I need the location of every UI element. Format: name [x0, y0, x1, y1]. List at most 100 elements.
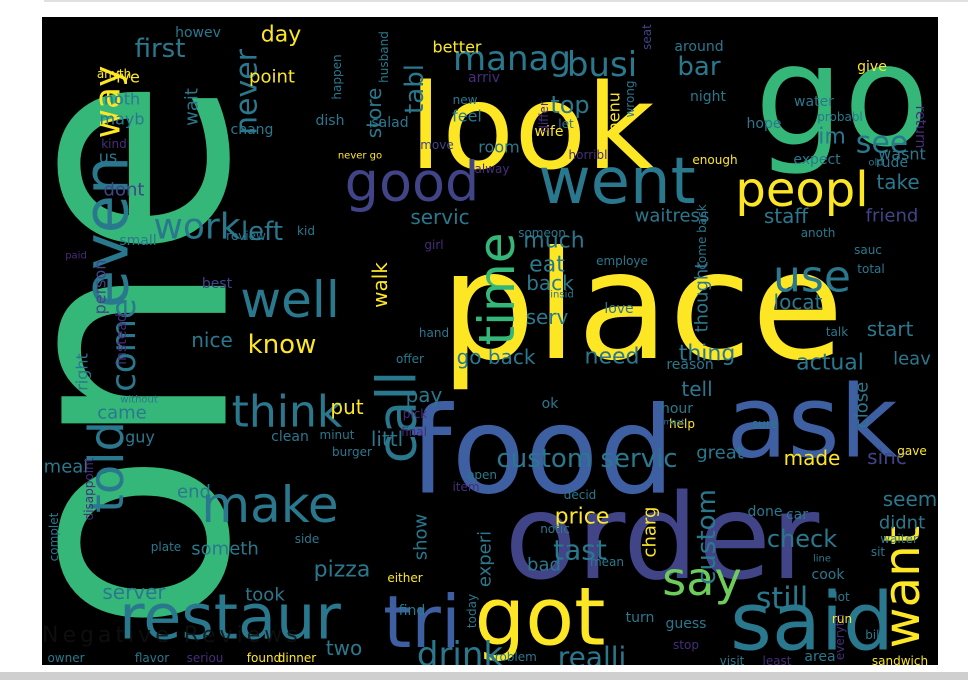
- word-probabl: probabl: [817, 110, 863, 124]
- word-tri: tri: [383, 580, 461, 664]
- word-open: open: [467, 468, 497, 482]
- word-someth: someth: [191, 539, 258, 560]
- word-wait: wait: [182, 88, 203, 126]
- word-littl: littl: [371, 427, 403, 451]
- word-go: go: [755, 17, 930, 179]
- word-restaur: restaur: [119, 581, 341, 654]
- word-item: item: [452, 480, 479, 494]
- word-horribl: horribl: [569, 148, 608, 162]
- word-make: make: [201, 476, 338, 534]
- word-never: never: [230, 48, 265, 135]
- word-check: check: [767, 525, 837, 553]
- word-meal: meal: [44, 457, 89, 478]
- word-way: way: [88, 66, 129, 139]
- word-run: run: [832, 612, 852, 626]
- word-offer: offer: [396, 352, 424, 366]
- word-arriv: arriv: [468, 70, 500, 86]
- word-burger: burger: [332, 445, 372, 459]
- word-rude: rude: [876, 155, 908, 171]
- word-said: said: [730, 576, 894, 666]
- word-dish: dish: [316, 113, 345, 129]
- word-bad: bad: [527, 555, 561, 576]
- word-guess: guess: [666, 616, 707, 632]
- word-complet: complet: [47, 512, 61, 561]
- word-food: food: [409, 383, 674, 522]
- word-right: right: [73, 353, 92, 391]
- word-day: day: [261, 23, 301, 48]
- word-small: small: [119, 233, 156, 249]
- word-talk: talk: [826, 325, 848, 339]
- word-tabl: tabl: [400, 64, 430, 114]
- word-least: least: [762, 654, 791, 665]
- word-line: line: [813, 554, 831, 565]
- word-servic: servic: [410, 205, 469, 229]
- word-use: use: [773, 252, 851, 303]
- word-thing: thing: [679, 342, 736, 367]
- word-howev: howev: [175, 25, 221, 41]
- word-one: one: [42, 76, 297, 634]
- word-seat: seat: [640, 24, 654, 50]
- word-store: store: [362, 88, 386, 139]
- word-bill: bill: [865, 628, 883, 642]
- word-expect: expect: [793, 152, 841, 168]
- word-sinc: sinc: [867, 445, 907, 469]
- word-mayb: mayb: [99, 110, 144, 129]
- word-gave: gave: [897, 444, 926, 458]
- word-custom: custom: [692, 489, 722, 585]
- word-car: car: [786, 507, 808, 523]
- word-waiter: waiter: [880, 532, 918, 546]
- word-water: water: [794, 94, 834, 110]
- word-chang: chang: [231, 122, 274, 138]
- word-anyth: anyth: [97, 67, 131, 81]
- word-mean: mean: [590, 555, 624, 569]
- word-pay: pay: [406, 383, 443, 407]
- word-let: let: [558, 117, 574, 131]
- word-best: best: [202, 276, 233, 292]
- word-friend: friend: [866, 206, 919, 227]
- word-need: need: [585, 345, 640, 370]
- word-new: new: [453, 93, 478, 107]
- word-come-back: come back: [695, 204, 709, 269]
- word-got: got: [474, 571, 605, 664]
- word-close: close: [852, 382, 873, 428]
- word-find: find: [399, 603, 426, 619]
- word-came: came: [97, 403, 147, 424]
- word-room: room: [478, 138, 519, 157]
- word-old: old: [868, 158, 883, 169]
- word-wrong: wrong: [623, 80, 637, 117]
- word-walk: walk: [368, 262, 392, 308]
- word-flavor: flavor: [135, 651, 169, 665]
- word-feel: feel: [452, 107, 482, 126]
- word-staff: staff: [764, 204, 810, 228]
- word-better: better: [433, 38, 482, 57]
- word-order: order: [505, 468, 820, 606]
- word-seriou: seriou: [187, 651, 224, 665]
- word-didnt: didnt: [879, 513, 925, 534]
- word-put: put: [330, 395, 363, 419]
- word-reason: reason: [666, 357, 713, 373]
- word-kid: kid: [297, 224, 315, 238]
- word-turn: turn: [626, 610, 655, 626]
- word-well: well: [240, 271, 339, 329]
- word-side: side: [295, 532, 320, 546]
- word-paid: paid: [65, 251, 87, 262]
- word-ok: ok: [542, 396, 560, 412]
- word-point: point: [249, 67, 295, 88]
- word-think: think: [232, 387, 343, 438]
- word-hand: hand: [419, 326, 449, 340]
- word-great: great: [696, 443, 744, 464]
- word-drink: drink: [417, 635, 504, 665]
- word-hope: hope: [747, 116, 782, 132]
- word-still: still: [756, 582, 808, 617]
- word-wife: wife: [535, 124, 564, 140]
- word-salad: salad: [371, 115, 408, 131]
- word-found: found: [247, 651, 281, 665]
- word-alway: alway: [475, 162, 510, 176]
- word-owner: owner: [47, 651, 84, 665]
- word-serv: serv: [526, 305, 569, 329]
- word-sure: sure: [752, 417, 778, 431]
- word-even: even: [70, 156, 143, 308]
- word-seem: seem: [883, 487, 938, 511]
- word-around: around: [674, 39, 723, 55]
